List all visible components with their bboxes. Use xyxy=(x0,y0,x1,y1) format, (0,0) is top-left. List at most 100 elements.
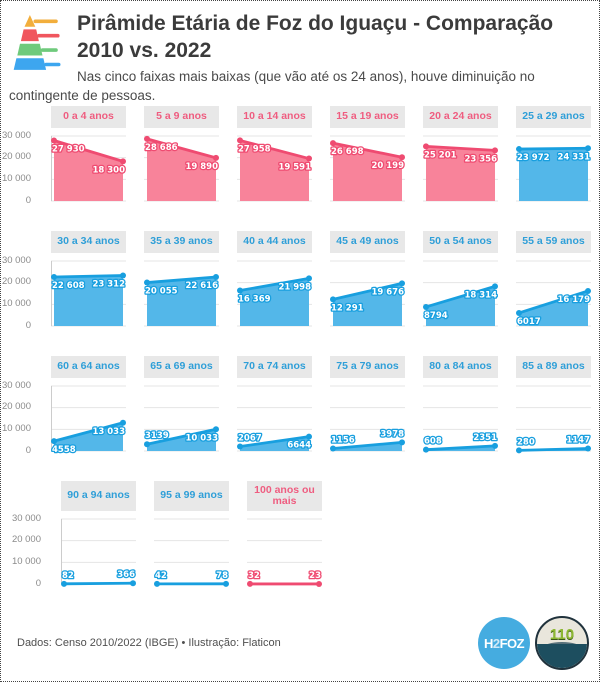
y-axis-labels: 30 000 20 000 10 000 0 xyxy=(9,481,43,589)
value-label-2010: 16 369 xyxy=(238,294,271,304)
point-2010 xyxy=(423,446,429,453)
area-fill xyxy=(54,422,123,451)
point-2022 xyxy=(492,146,498,153)
y-tick-label: 20 000 xyxy=(1,401,31,413)
value-label-2010: 82 xyxy=(62,570,74,580)
age-band-label: 75 a 79 anos xyxy=(330,355,405,378)
chart-row: 30 000 20 000 10 000 0 60 a 64 anos 4558 13 03… xyxy=(2,355,591,456)
point-2022 xyxy=(492,282,498,289)
y-tick-label: 0 xyxy=(35,577,41,589)
value-label-2010: 3139 xyxy=(145,431,169,441)
value-label-2010: 27 958 xyxy=(238,144,271,154)
area-chart-svg: 280 1147 xyxy=(516,385,591,453)
value-label-2022: 78 xyxy=(216,570,228,580)
point-2022 xyxy=(399,279,405,286)
value-label-2022: 16 179 xyxy=(557,294,590,304)
point-2022 xyxy=(130,579,136,586)
area-fill xyxy=(333,282,402,326)
trend-line xyxy=(62,581,135,585)
area-chart-svg: 4558 13 033 xyxy=(51,385,126,456)
area-fill xyxy=(333,142,402,201)
mini-chart: 30 a 34 anos 22 608 23 312 xyxy=(51,230,126,331)
mini-chart: 45 a 49 anos 12 291 19 676 xyxy=(330,230,405,331)
area-chart-svg: 27 930 18 300 xyxy=(51,135,126,202)
value-label-2010: 23 972 xyxy=(517,153,550,163)
h2foz-logo-text: H xyxy=(483,635,493,651)
age-band-label: 100 anos ou mais xyxy=(247,480,322,511)
trend-line xyxy=(424,444,497,451)
point-2010 xyxy=(154,580,160,587)
value-label-2010: 8794 xyxy=(424,310,448,320)
trend-line xyxy=(331,440,404,450)
y-tick-label: 0 xyxy=(25,444,31,456)
point-2010 xyxy=(423,142,429,149)
footer: Dados: Censo 2010/2022 (IBGE) • Ilustraç… xyxy=(17,613,589,673)
area-chart-svg: 20 055 22 616 xyxy=(144,260,219,327)
value-label-2010: 25 201 xyxy=(424,150,457,160)
trend-line xyxy=(238,434,311,448)
mini-chart: 80 a 84 anos 608 2351 xyxy=(423,355,498,456)
trend-line xyxy=(238,276,311,292)
age-band-label: 5 a 9 anos xyxy=(144,105,219,128)
value-label-2022: 13 033 xyxy=(92,426,125,436)
point-2022 xyxy=(306,155,312,162)
age-band-label: 65 a 69 anos xyxy=(144,355,219,378)
age-band-label: 60 a 64 anos xyxy=(51,355,126,378)
area-chart-svg: 23 972 24 331 xyxy=(516,135,591,202)
chart-row: 30 000 20 000 10 000 0 0 a 4 anos 27 930 18 30… xyxy=(2,105,591,206)
point-2010 xyxy=(51,273,57,280)
point-2022 xyxy=(223,580,229,587)
value-label-2022: 6644 xyxy=(287,440,311,450)
y-axis-labels: 30 000 20 000 10 000 0 xyxy=(2,231,33,331)
age-band-label: 30 a 34 anos xyxy=(51,230,126,253)
point-2022 xyxy=(585,445,591,452)
point-2010 xyxy=(237,136,243,143)
mini-chart: 75 a 79 anos 1156 3978 xyxy=(330,355,405,456)
value-label-2022: 19 591 xyxy=(278,162,311,172)
area-chart-svg: 28 686 19 890 xyxy=(144,135,219,202)
point-2022 xyxy=(120,419,126,426)
age-band-label: 0 a 4 anos xyxy=(51,105,126,128)
value-label-2010: 32 xyxy=(248,570,260,580)
mini-chart: 5 a 9 anos 28 686 19 890 xyxy=(144,105,219,206)
badge-illustration-water xyxy=(537,644,587,668)
point-2010 xyxy=(237,287,243,294)
point-2010 xyxy=(51,137,57,144)
value-label-2010: 6017 xyxy=(517,316,541,326)
y-tick-label: 10 000 xyxy=(11,555,41,567)
y-tick-label: 20 000 xyxy=(1,276,31,288)
mini-chart: 0 a 4 anos 27 930 18 300 xyxy=(51,105,126,206)
point-2022 xyxy=(120,157,126,164)
area-chart-svg: 16 369 21 998 xyxy=(237,260,312,327)
point-2010 xyxy=(516,446,522,453)
area-chart-svg: 25 201 23 356 xyxy=(423,135,498,202)
population-pyramid-icon xyxy=(13,15,61,70)
age-band-label: 45 a 49 anos xyxy=(330,230,405,253)
mini-chart: 40 a 44 anos 16 369 21 998 xyxy=(237,230,312,331)
y-tick-label: 0 xyxy=(25,319,31,331)
area-chart-svg: 2067 6644 xyxy=(237,385,312,451)
trend-line xyxy=(238,138,311,160)
mini-chart: 50 a 54 anos 8794 18 314 xyxy=(423,230,498,331)
point-2010 xyxy=(61,580,67,587)
data-credit: Dados: Censo 2010/2022 (IBGE) • Ilustraç… xyxy=(17,637,281,649)
value-label-2010: 28 686 xyxy=(145,142,178,152)
value-label-2022: 21 998 xyxy=(278,282,311,292)
point-2022 xyxy=(213,273,219,280)
mini-chart: 70 a 74 anos 2067 6644 xyxy=(237,355,312,456)
age-band-label: 80 a 84 anos xyxy=(423,355,498,378)
age-band-label: 25 a 29 anos xyxy=(516,105,591,128)
age-band-label: 10 a 14 anos xyxy=(237,105,312,128)
value-label-2010: 280 xyxy=(517,437,535,447)
h2foz-logo-text-foz: FOZ xyxy=(499,635,525,651)
point-2010 xyxy=(237,443,243,450)
point-2022 xyxy=(120,272,126,279)
age-band-label: 40 a 44 anos xyxy=(237,230,312,253)
area-fill xyxy=(240,277,309,326)
trend-line xyxy=(145,275,218,284)
area-fill xyxy=(54,275,123,326)
y-tick-label: 10 000 xyxy=(1,422,31,434)
point-2010 xyxy=(330,295,336,302)
value-label-2010: 42 xyxy=(155,570,167,580)
